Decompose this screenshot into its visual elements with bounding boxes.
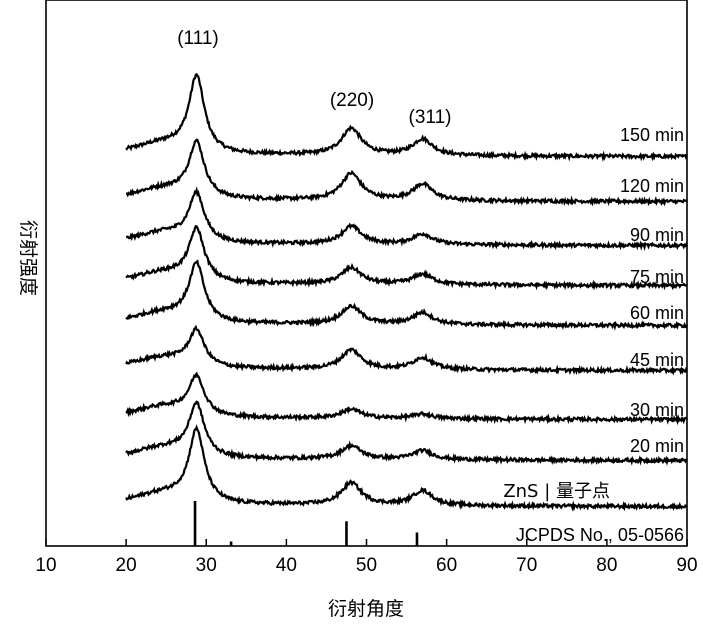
y-axis-title: 衍射强度 (17, 220, 39, 296)
x-tick-label-90: 90 (676, 555, 697, 576)
x-tick-label-40: 40 (276, 555, 297, 576)
reference-label: JCPDS No., 05-0566 (516, 525, 684, 545)
series-line-6 (126, 374, 687, 421)
x-tick-label-10: 10 (35, 555, 56, 576)
reference-lines (195, 501, 417, 546)
series-curves (126, 74, 687, 508)
series-line-5 (126, 327, 687, 372)
curve-label-120min: 120 min (620, 176, 684, 196)
x-tick-label-30: 30 (196, 555, 217, 576)
curve-label-20min: 20 min (630, 436, 684, 456)
x-tick-label-20: 20 (116, 555, 137, 576)
x-tick-label-80: 80 (596, 555, 617, 576)
x-axis-title: 衍射角度 (328, 598, 404, 620)
curve-label-75min: 75 min (630, 267, 684, 287)
x-tick-label-60: 60 (436, 555, 457, 576)
curve-label-zns: ZnS | 量子点 (503, 481, 610, 502)
series-line-7 (126, 402, 687, 462)
series-line-4 (126, 261, 687, 327)
curve-label-60min: 60 min (630, 303, 684, 323)
x-tick-label-70: 70 (516, 555, 537, 576)
peak-label-220: (220) (330, 90, 374, 111)
curve-label-30min: 30 min (630, 400, 684, 420)
peak-label-311: (311) (409, 107, 452, 128)
curve-label-45min: 45 min (630, 350, 684, 370)
curve-label-150min: 150 min (620, 125, 684, 145)
series-line-3 (126, 226, 687, 287)
curve-label-90min: 90 min (630, 225, 684, 245)
x-tick-label-50: 50 (356, 555, 377, 576)
peak-label-111: (111) (177, 28, 219, 49)
series-line-2 (126, 190, 687, 247)
series-line-0 (126, 74, 687, 158)
